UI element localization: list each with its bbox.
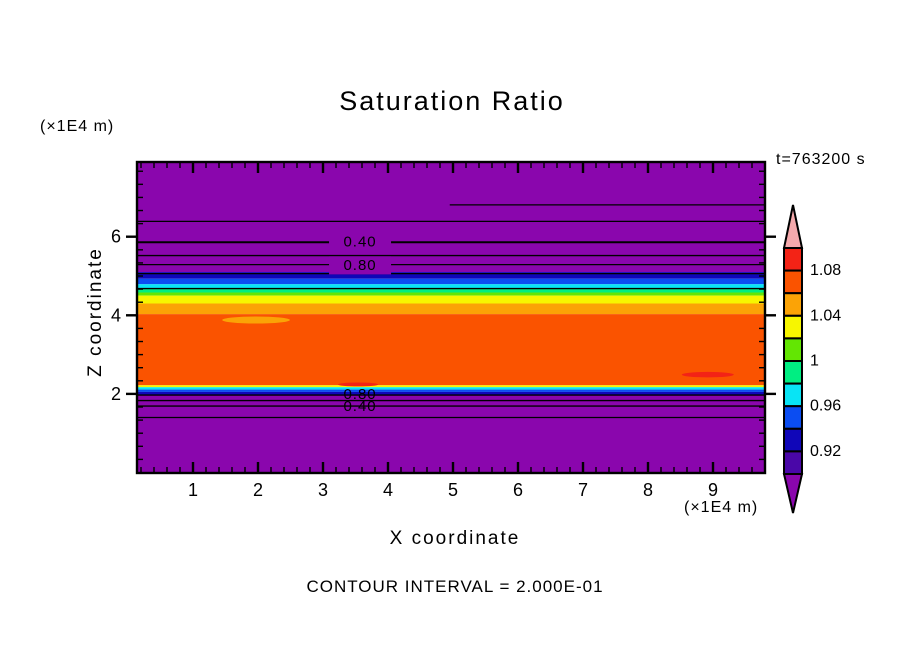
contour-band [137, 292, 765, 296]
contour-band [137, 284, 765, 289]
colorbar-label: 1.04 [810, 307, 841, 324]
colorbar-above-arrow [782, 204, 804, 249]
contour-lens [337, 382, 379, 387]
colorbar-segment [783, 382, 803, 408]
y-tick-label: 2 [111, 384, 121, 404]
colorbar-label: 1 [810, 353, 819, 370]
x-tick-label: 4 [383, 480, 393, 500]
contour-band [137, 385, 765, 388]
x-tick-label: 8 [643, 480, 653, 500]
contour-line-label: 0.80 [343, 386, 376, 403]
plot-area: 0.400.800.800.40 [137, 162, 765, 473]
contour-interval-label: CONTOUR INTERVAL = 2.000E-01 [306, 577, 604, 596]
contour-band [137, 162, 765, 273]
contour-band [137, 303, 765, 315]
contour-band [137, 295, 765, 304]
y-tick-label: 6 [111, 227, 121, 247]
colorbar-label: 0.96 [810, 398, 841, 415]
x-tick-label: 2 [253, 480, 263, 500]
y-tick-label: 4 [111, 305, 121, 325]
colorbar-segment [783, 360, 803, 385]
contour-lens [681, 371, 734, 378]
colorbar-segment [783, 292, 803, 317]
contour-line-label: 0.40 [343, 398, 376, 415]
contour-band [137, 389, 765, 392]
x-tick-label: 9 [708, 480, 718, 500]
contour-band [137, 387, 765, 390]
contour-band [137, 272, 765, 279]
chart-title: Saturation Ratio [339, 86, 565, 116]
colorbar-segment [783, 269, 803, 295]
contour-lens [222, 316, 290, 324]
contour-band [137, 278, 765, 285]
x-tick-label: 3 [318, 480, 328, 500]
x-tick-label: 5 [448, 480, 458, 500]
contour-line-label: 0.80 [343, 257, 376, 274]
colorbar-segment [783, 405, 803, 430]
colorbar-below-arrow [782, 473, 804, 514]
contour-band [137, 314, 765, 386]
plot-border [135, 160, 767, 475]
colorbar-segment [783, 314, 803, 340]
contour-line-label: 0.40 [343, 234, 376, 251]
colorbar: 1.08 1.04 1 0.96 0.92 [782, 204, 841, 514]
colorbar-segment [783, 427, 803, 453]
time-stamp-label: t=763200 s [776, 151, 866, 168]
x-tick-label: 6 [513, 480, 523, 500]
colorbar-segment [783, 337, 803, 362]
x-axis-label: X coordinate [389, 528, 521, 549]
x-axis-unit: (×1E4 m) [684, 499, 759, 516]
contour-band [137, 391, 765, 396]
contour-band [137, 395, 765, 473]
y-axis-unit: (×1E4 m) [40, 118, 115, 135]
x-tick-label: 7 [578, 480, 588, 500]
axis-ticks [126, 163, 776, 472]
contour-band [137, 288, 765, 293]
colorbar-label: 1.08 [810, 262, 841, 279]
x-tick-label: 1 [188, 480, 198, 500]
colorbar-segment [783, 247, 803, 272]
colorbar-label: 0.92 [810, 443, 841, 460]
colorbar-segment [783, 450, 803, 475]
